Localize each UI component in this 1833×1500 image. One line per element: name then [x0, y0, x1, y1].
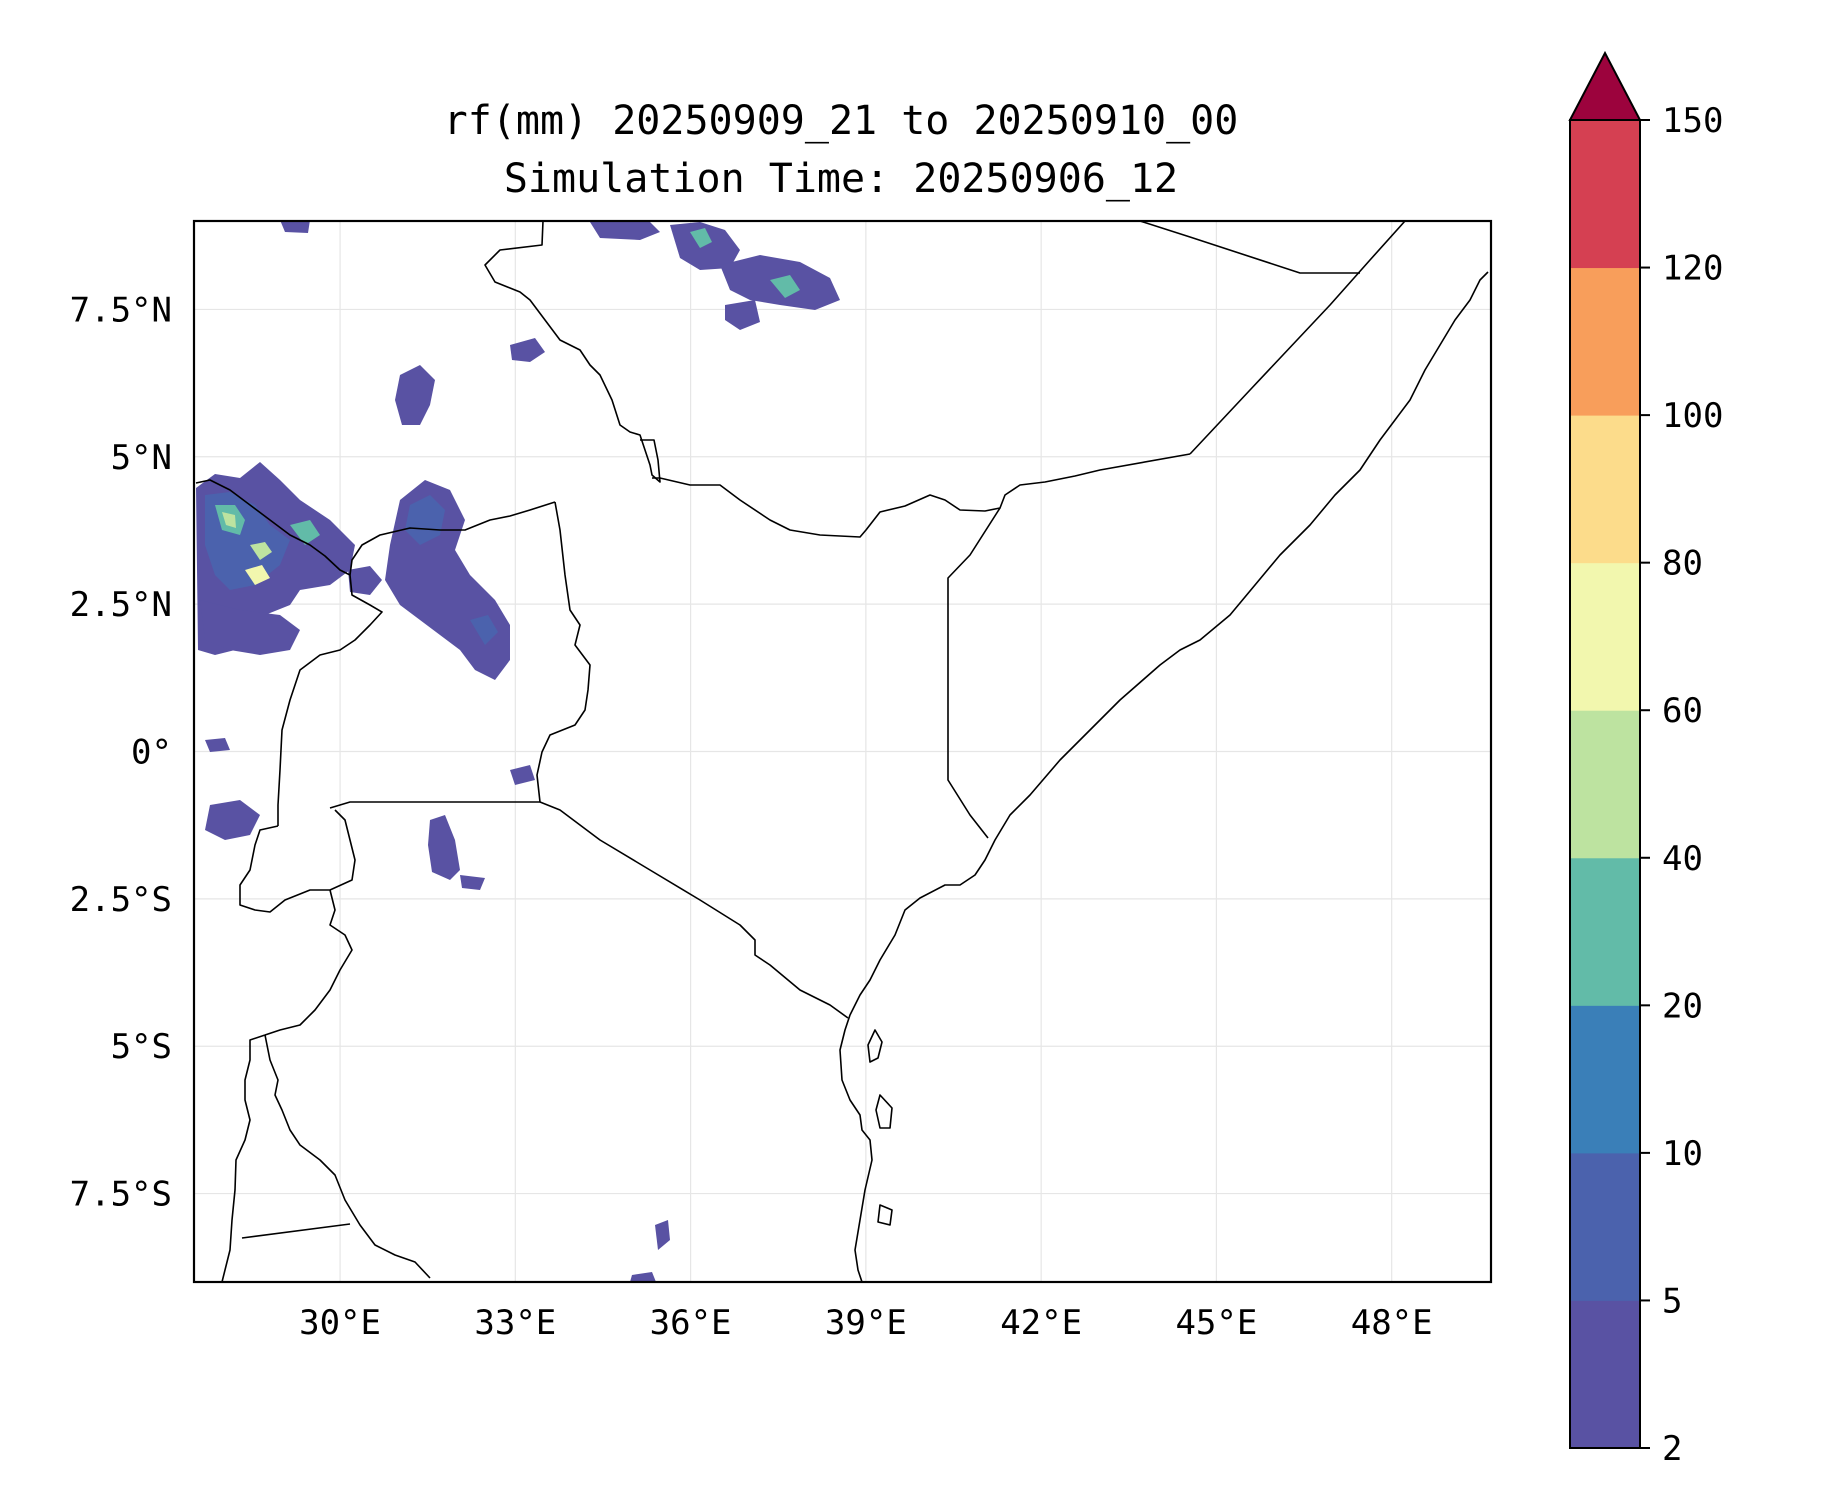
x-tick-label: 39°E — [825, 1303, 907, 1343]
rain-cell-ne-uganda-3 — [470, 615, 498, 645]
title-line1: rf(mm) 20250909_21 to 20250910_00 — [444, 98, 1239, 144]
rain-cell-west-8 — [200, 600, 300, 655]
rain-cell-ss-1 — [395, 365, 435, 425]
rain-cell-tz-1 — [428, 815, 460, 880]
rain-cell-ss-2 — [510, 338, 545, 362]
rain-cell-tz-2 — [510, 765, 535, 785]
x-tick-label: 45°E — [1175, 1303, 1257, 1343]
colorbar-tick-label: 150 — [1662, 101, 1723, 141]
rain-cell-eth-7 — [280, 221, 310, 233]
border-uganda-tanzania — [329, 801, 540, 809]
rain-cell-tz-5 — [460, 875, 485, 890]
border-south-sudan-ethiopia — [484, 221, 661, 483]
rain-cell-tz-3 — [205, 738, 230, 752]
x-tick-label: 48°E — [1351, 1303, 1433, 1343]
rain-cell-west-4 — [222, 512, 236, 528]
colorbar-tick-label: 120 — [1662, 249, 1723, 289]
gridlines — [194, 221, 1491, 1282]
colorbar-tick-label: 2 — [1662, 1429, 1682, 1469]
lake-tanganyika-coast — [264, 1034, 431, 1279]
colorbar-bin — [1570, 267, 1640, 416]
island-pemba — [875, 1094, 893, 1129]
colorbar-bin — [1570, 415, 1640, 564]
x-tick-label: 36°E — [650, 1303, 732, 1343]
border-kenya-tanzania — [539, 801, 849, 1019]
colorbar-frame — [1569, 119, 1641, 1449]
y-tick-label: 0° — [131, 733, 172, 773]
island-zanzibar — [867, 1029, 883, 1063]
rainfall-field — [195, 221, 1489, 1282]
border-kenya-uganda — [536, 501, 591, 803]
border-burundi-tanzania — [264, 889, 353, 1036]
rain-cell-eth-6 — [725, 300, 760, 330]
colorbar-tick-label: 80 — [1662, 544, 1703, 584]
colorbar-bin — [1570, 1005, 1640, 1154]
colorbar-tick-label: 5 — [1662, 1281, 1682, 1321]
colorbar-bin — [1570, 710, 1640, 859]
colorbar-tick-label: 40 — [1662, 839, 1703, 879]
border-ethiopia-somalia — [947, 507, 1001, 839]
border-uganda-south-sudan — [349, 501, 556, 576]
colorbar-bin — [1570, 857, 1640, 1006]
x-tick-label: 33°E — [474, 1303, 556, 1343]
border-tz-zambia — [241, 1223, 351, 1239]
rain-cell-eth-3 — [690, 228, 712, 248]
rain-cell-tz-4 — [205, 800, 260, 840]
rain-cell-eth-5 — [770, 275, 800, 298]
map-frame — [192, 219, 1493, 1284]
rain-cell-ne-uganda-4 — [348, 566, 382, 595]
rain-cell-south-1 — [655, 1220, 670, 1250]
y-tick-label: 5°N — [111, 438, 172, 478]
island-mafia — [877, 1204, 893, 1226]
colorbar-bin — [1570, 562, 1640, 711]
rain-cell-eth-1 — [590, 222, 660, 240]
colorbar-tick-label: 60 — [1662, 691, 1703, 731]
rain-cell-west-6 — [245, 565, 270, 585]
y-axis: 7.5°N 5°N 2.5°N 0° 2.5°S 5°S 7.5°S — [70, 290, 172, 1214]
border-ethiopia-kenya — [652, 453, 1191, 538]
x-tick-label: 30°E — [299, 1303, 381, 1343]
rain-cell-ne-uganda-2 — [405, 495, 445, 545]
border-djibouti — [1139, 221, 1360, 274]
border-somalia-east — [1189, 221, 1406, 455]
title-line2: Simulation Time: 20250906_12 — [504, 156, 1178, 202]
colorbar: 2 5 10 20 40 60 80 100 120 150 — [1568, 50, 1723, 1469]
colorbar-bin — [1570, 1300, 1640, 1449]
rain-cell-eth-2 — [670, 222, 740, 270]
x-tick-label: 42°E — [1000, 1303, 1082, 1343]
rain-cell-ne-uganda-1 — [385, 480, 510, 680]
colorbar-tick-label: 100 — [1662, 396, 1723, 436]
colorbar-bin — [1570, 120, 1640, 269]
rain-cell-west-5 — [250, 542, 272, 560]
y-tick-label: 2.5°S — [70, 880, 172, 920]
coast-somalia — [839, 271, 1489, 1282]
colorbar-extend-arrow — [1568, 50, 1642, 121]
y-tick-label: 2.5°N — [70, 585, 172, 625]
colorbar-tick-label: 20 — [1662, 986, 1703, 1026]
colorbar-tick-label: 10 — [1662, 1134, 1703, 1174]
x-axis: 30°E 33°E 36°E 39°E 42°E 45°E 48°E — [299, 1303, 1433, 1343]
y-tick-label: 5°S — [111, 1027, 172, 1067]
border-drc-uganda-lake — [277, 574, 383, 826]
y-tick-label: 7.5°S — [70, 1175, 172, 1215]
border-rwanda-burundi — [239, 809, 356, 913]
rain-cell-south-2 — [630, 1272, 656, 1282]
y-tick-label: 7.5°N — [70, 290, 172, 330]
rain-cell-west-7 — [290, 520, 320, 545]
colorbar-bin — [1570, 1152, 1640, 1301]
border-uganda-drc — [195, 479, 351, 576]
border-lake-tanganyika-west — [221, 1034, 266, 1282]
